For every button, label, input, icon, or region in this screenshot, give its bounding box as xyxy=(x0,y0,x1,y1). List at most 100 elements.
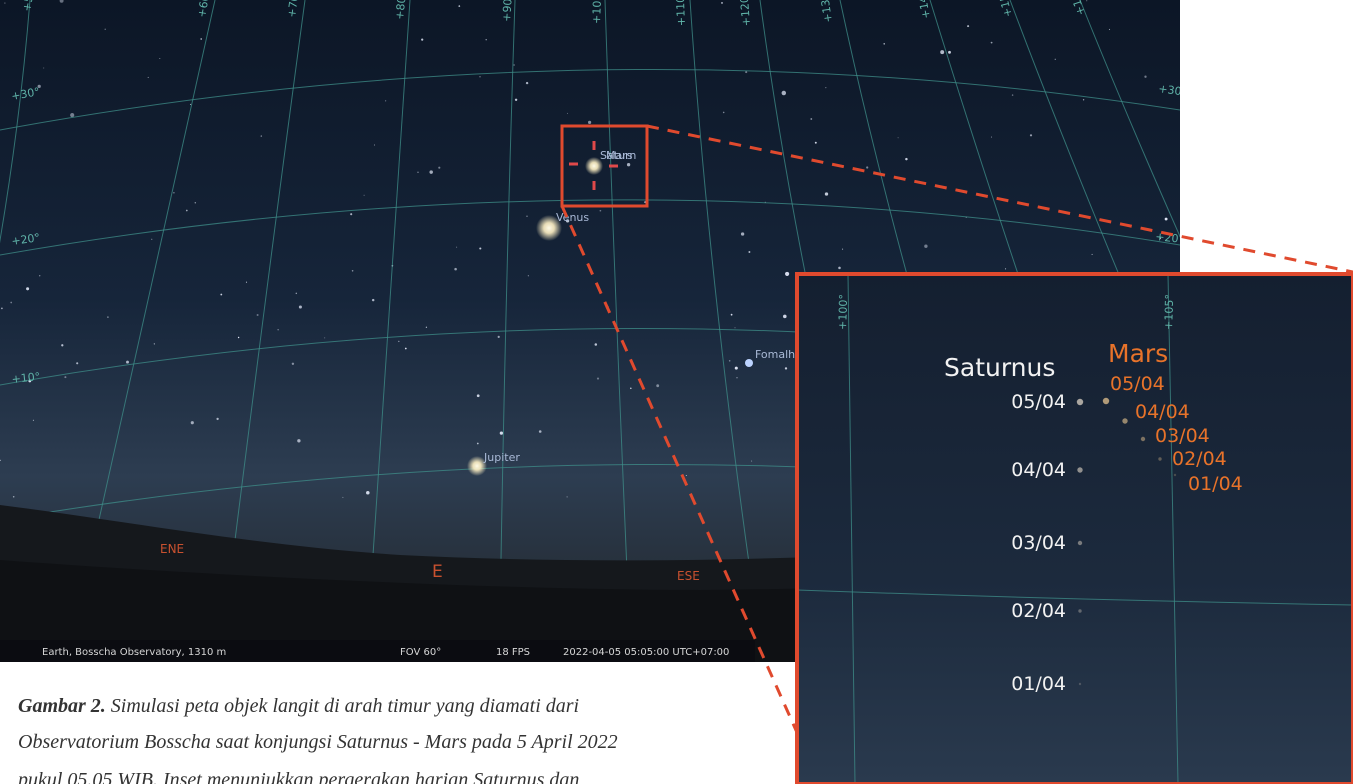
star xyxy=(153,343,155,345)
inset: +100° +105° Saturnus Mars 05/0404/0403/0… xyxy=(795,272,1353,784)
saturn-date: 01/04 xyxy=(1011,673,1066,695)
star xyxy=(371,298,375,302)
star xyxy=(734,327,736,329)
star xyxy=(10,301,13,304)
mars-dot xyxy=(1158,457,1162,461)
star xyxy=(1054,58,1056,60)
star xyxy=(824,192,829,196)
star xyxy=(656,384,660,388)
jupiter xyxy=(467,456,487,476)
star xyxy=(61,344,64,347)
star xyxy=(260,135,263,137)
star xyxy=(216,417,219,421)
fomalhaut xyxy=(745,359,753,367)
compass-label: ESE xyxy=(677,569,700,583)
star xyxy=(366,490,370,495)
saturn-dot xyxy=(1078,682,1082,686)
grid-label: +100° xyxy=(590,0,604,24)
star xyxy=(297,439,301,443)
star xyxy=(526,215,528,217)
star xyxy=(479,247,482,250)
saturn-dot xyxy=(1077,467,1083,473)
star xyxy=(373,144,376,146)
caption-text: Simulasi peta objek langit di arah timur… xyxy=(111,695,579,717)
grid-label: +30° xyxy=(10,85,41,103)
compass-label: E xyxy=(432,562,443,582)
star xyxy=(1029,134,1033,137)
star xyxy=(1108,28,1111,31)
star xyxy=(1,307,3,310)
star xyxy=(514,98,518,102)
star xyxy=(740,232,745,236)
saturn-date: 05/04 xyxy=(1011,391,1066,413)
star xyxy=(190,103,192,105)
saturn-date: 03/04 xyxy=(1011,532,1066,554)
star xyxy=(990,41,993,44)
star xyxy=(566,496,568,498)
star xyxy=(990,136,993,138)
star xyxy=(59,0,64,3)
star xyxy=(497,335,500,339)
star xyxy=(104,28,106,30)
saturn-title: Saturnus xyxy=(944,353,1055,382)
star xyxy=(32,419,34,421)
star xyxy=(626,163,631,167)
star xyxy=(751,460,753,462)
mars-date: 01/04 xyxy=(1188,473,1243,495)
star xyxy=(421,38,424,41)
object-label: Jupiter xyxy=(483,451,520,464)
star xyxy=(151,238,153,240)
star xyxy=(245,281,248,283)
star xyxy=(730,313,733,316)
saturn-dot xyxy=(1077,540,1083,546)
star xyxy=(814,141,817,144)
star xyxy=(159,57,161,60)
star xyxy=(883,43,885,45)
star xyxy=(1091,253,1093,255)
zoom-connector xyxy=(646,124,1353,274)
mars-date: 02/04 xyxy=(1172,448,1227,470)
star xyxy=(70,113,75,118)
star xyxy=(736,377,738,379)
star xyxy=(630,387,632,390)
star xyxy=(126,360,129,364)
star xyxy=(291,362,295,365)
star xyxy=(12,495,15,498)
star xyxy=(385,100,387,102)
star xyxy=(785,271,790,276)
star xyxy=(398,340,400,343)
grid-label: +80° xyxy=(393,0,409,20)
star xyxy=(1144,75,1147,78)
star xyxy=(842,248,844,250)
star xyxy=(745,71,748,74)
star xyxy=(838,266,841,270)
star xyxy=(513,64,515,66)
mars-date: 03/04 xyxy=(1155,425,1210,447)
star xyxy=(295,292,298,295)
star xyxy=(594,343,598,346)
grid-label: +20° xyxy=(1155,230,1185,246)
star xyxy=(200,38,203,40)
star xyxy=(429,170,433,174)
star xyxy=(43,67,45,69)
grid-label: +60° xyxy=(195,0,213,19)
mars-date: 05/04 xyxy=(1110,373,1165,395)
star xyxy=(485,38,487,41)
venus xyxy=(536,215,562,241)
star xyxy=(39,275,41,277)
mars-dot xyxy=(1140,436,1146,442)
star xyxy=(825,86,827,89)
mars-dot xyxy=(1102,397,1110,405)
star xyxy=(342,496,344,498)
star xyxy=(4,2,6,4)
grid-label: +10° xyxy=(11,370,41,386)
star xyxy=(194,202,197,204)
star xyxy=(64,376,67,379)
star xyxy=(476,394,480,398)
caption-line: pukul 05.05 WIB. Inset menunjukkan perge… xyxy=(16,769,579,784)
saturn-date: 04/04 xyxy=(1011,459,1066,481)
mars-date: 04/04 xyxy=(1135,401,1190,423)
star xyxy=(525,81,529,85)
grid-label: +30° xyxy=(1158,82,1188,99)
star xyxy=(783,314,787,319)
